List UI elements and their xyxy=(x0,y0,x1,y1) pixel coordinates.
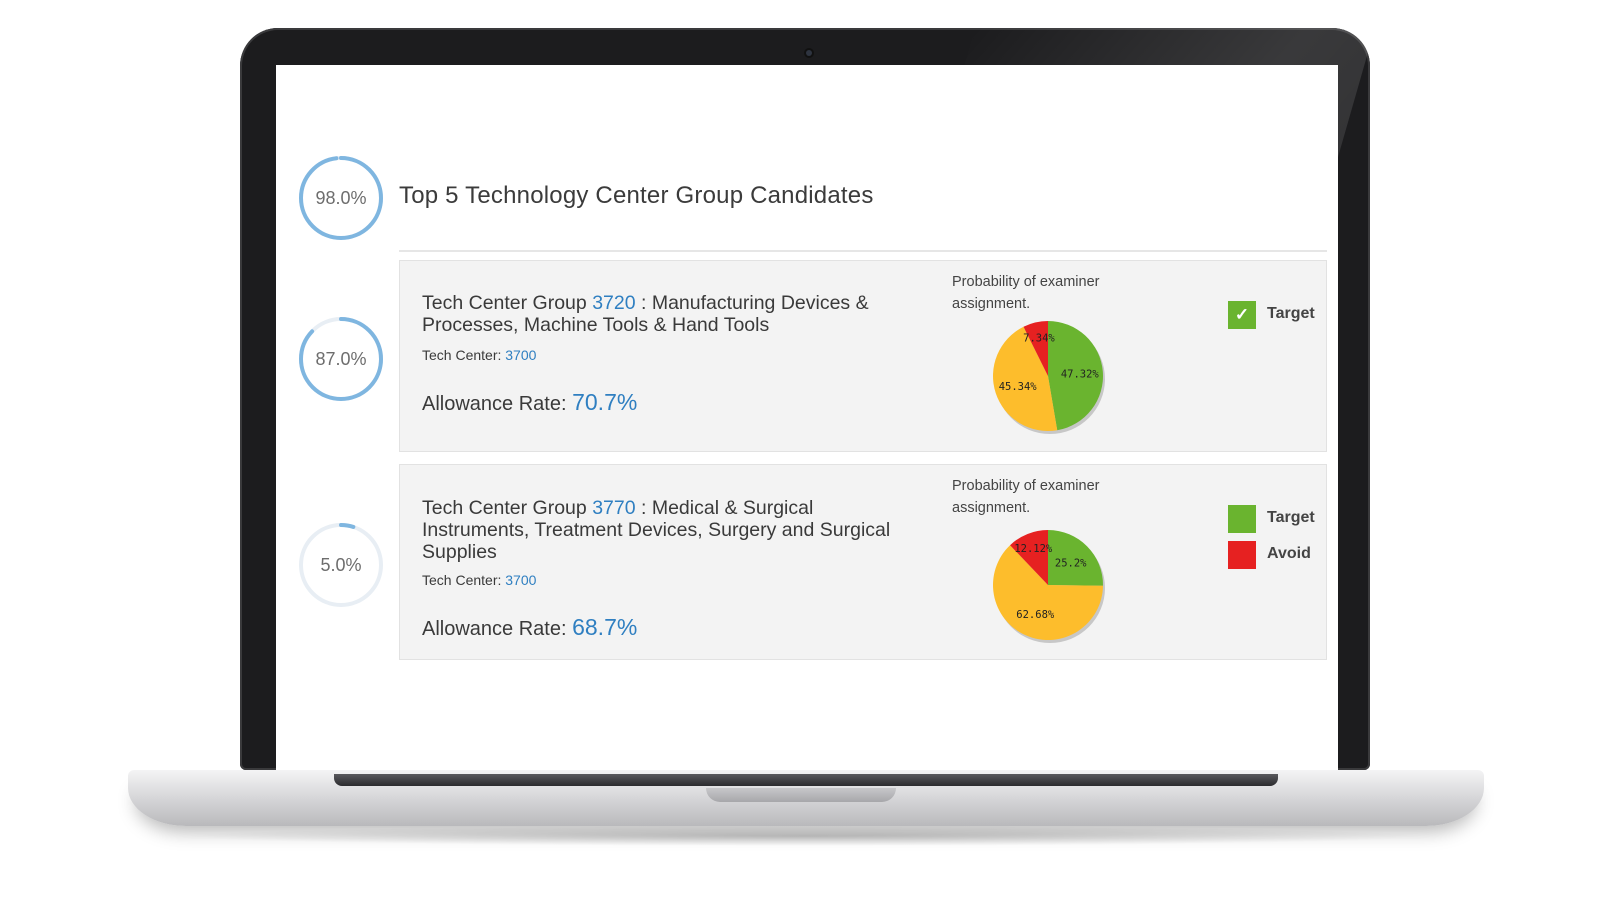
tech-center-line: Tech Center: 3700 xyxy=(422,572,536,588)
overall-score-arc xyxy=(299,156,383,240)
pie-slice-label: 12.12% xyxy=(1014,543,1053,555)
overall-score-ring: 98.0% xyxy=(296,153,386,243)
candidate-card: Tech Center Group 3770 : Medical & Surgi… xyxy=(399,464,1327,660)
assignment-pie-chart-graphic: 47.32% 45.34% 7.34% xyxy=(993,321,1105,434)
candidate-card: Tech Center Group 3720 : Manufacturing D… xyxy=(399,260,1327,452)
assignment-pie-chart: 25.2% 62.68% 12.12% xyxy=(988,525,1108,645)
group-description: : Manufacturing Devices & Processes, Mac… xyxy=(422,292,869,336)
pie-slice-label: 62.68% xyxy=(1016,609,1055,621)
candidate-score-arc xyxy=(299,317,383,401)
pie-slice-label: 25.2% xyxy=(1055,558,1087,570)
tech-center-label: Tech Center: xyxy=(422,347,502,363)
pie-slice xyxy=(993,545,1103,640)
pie-slice-label: 7.34% xyxy=(1023,332,1055,344)
tech-center-code-link[interactable]: 3700 xyxy=(505,347,537,363)
laptop-notch xyxy=(706,788,896,802)
assignment-pie-chart-graphic: 25.2% 62.68% 12.12% xyxy=(993,530,1105,643)
allowance-rate-value: 68.7% xyxy=(572,614,638,640)
laptop-hinge xyxy=(334,774,1278,786)
screen: 98.0% Top 5 Technology Center Group Cand… xyxy=(276,65,1338,770)
legend-label: Target xyxy=(1267,305,1315,322)
tech-center-group-heading: Tech Center Group 3720 : Manufacturing D… xyxy=(422,292,892,336)
target-swatch xyxy=(1228,301,1256,329)
allowance-rate-line: Allowance Rate: 70.7% xyxy=(422,389,637,416)
probability-label: Probability of examiner assignment. xyxy=(952,478,1100,516)
assignment-pie-chart: 47.32% 45.34% 7.34% xyxy=(988,316,1108,436)
pie-slice xyxy=(993,326,1058,431)
pie-slice xyxy=(1023,321,1048,376)
allowance-rate-label: Allowance Rate: xyxy=(422,618,567,640)
candidate-score-value: 5.0% xyxy=(320,555,362,575)
title-divider xyxy=(399,250,1327,252)
camera-icon xyxy=(806,50,812,56)
legend-label: Avoid xyxy=(1267,545,1311,562)
group-description: : Medical & Surgical Instruments, Treatm… xyxy=(422,497,891,563)
legend-label: Target xyxy=(1267,509,1315,526)
allowance-rate-label: Allowance Rate: xyxy=(422,393,567,415)
laptop-shadow xyxy=(180,826,1430,846)
candidate-score-value: 87.0% xyxy=(315,349,367,369)
target-swatch xyxy=(1228,505,1256,533)
group-label: Tech Center Group xyxy=(422,292,587,314)
pie-slice xyxy=(1048,530,1103,586)
tech-center-label: Tech Center: xyxy=(422,572,502,588)
pie-slice xyxy=(1010,530,1048,585)
candidate-score-ring: 87.0% xyxy=(296,314,386,404)
allowance-rate-line: Allowance Rate: 68.7% xyxy=(422,614,637,641)
overall-score-ring-graphic xyxy=(299,156,383,240)
candidate-score-ring: 5.0% xyxy=(296,520,386,610)
candidate-score-arc xyxy=(299,523,383,607)
group-label: Tech Center Group xyxy=(422,497,587,519)
group-code-link[interactable]: 3720 xyxy=(592,292,636,314)
pie-slice-label: 47.32% xyxy=(1061,368,1100,380)
allowance-rate-value: 70.7% xyxy=(572,389,638,415)
probability-label: Probability of examiner assignment. xyxy=(952,274,1100,312)
tech-center-line: Tech Center: 3700 xyxy=(422,347,536,363)
overall-score-value: 98.0% xyxy=(315,188,367,208)
group-code-link[interactable]: 3770 xyxy=(592,497,636,519)
pie-slice-label: 45.34% xyxy=(999,381,1038,393)
tech-center-group-heading: Tech Center Group 3770 : Medical & Surgi… xyxy=(422,497,892,563)
pie-slice xyxy=(1048,321,1103,431)
page-title: Top 5 Technology Center Group Candidates xyxy=(399,182,874,209)
candidate-score-ring-graphic xyxy=(299,317,383,401)
avoid-swatch xyxy=(1228,541,1256,569)
candidate-score-ring-graphic xyxy=(299,523,383,607)
check-icon: ✓ xyxy=(1234,305,1250,324)
tech-center-code-link[interactable]: 3700 xyxy=(505,572,537,588)
